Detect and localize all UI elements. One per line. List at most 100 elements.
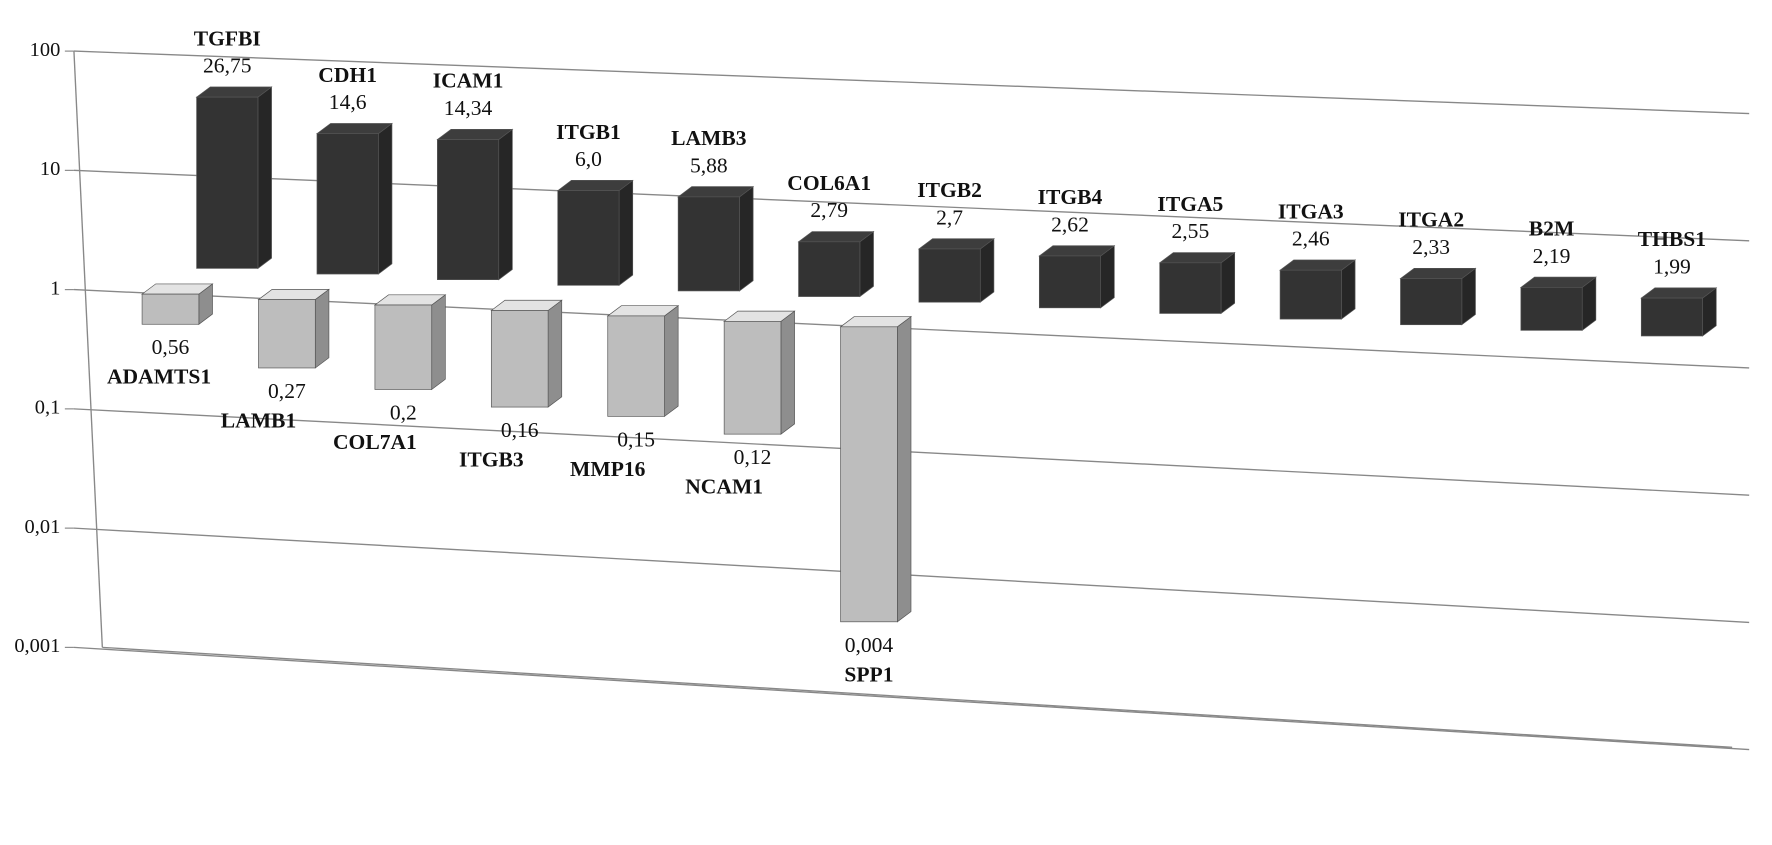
bar-top — [797, 231, 875, 243]
value-label: 14,34 — [444, 96, 493, 120]
bars: TGFBI 26,75 CDH1 14,6 ICAM1 14,34 ITGB1 6,0 LAMB… — [107, 26, 1718, 686]
bar — [607, 315, 665, 417]
bar — [490, 310, 549, 408]
bar-name: ITGB4 — [1038, 185, 1103, 209]
bar — [196, 96, 259, 269]
bar-side — [547, 299, 563, 408]
bar — [677, 196, 740, 292]
bar — [316, 133, 379, 275]
bar-top — [195, 86, 273, 98]
value-label: 2,62 — [1051, 212, 1089, 236]
bar-top — [677, 186, 755, 198]
bar-name: MMP16 — [570, 457, 646, 481]
value-label: 5,88 — [690, 153, 728, 177]
value-label: 0,27 — [268, 379, 306, 403]
bar-name: B2M — [1529, 217, 1575, 241]
y-axis — [73, 51, 104, 648]
bar-side — [618, 179, 634, 286]
value-label: 2,46 — [1292, 227, 1330, 251]
bar-top — [1038, 245, 1116, 257]
floor-edge — [102, 646, 1733, 749]
value-label: 26,75 — [203, 54, 252, 78]
bar-name: COL7A1 — [333, 430, 417, 454]
grid-line — [73, 646, 1750, 751]
y-tick-label: 100 — [30, 39, 61, 61]
bar-name: ITGA3 — [1278, 199, 1344, 223]
value-label: 0,15 — [617, 427, 655, 451]
bar-name: ITGA5 — [1157, 192, 1223, 216]
bar — [557, 190, 620, 286]
bar — [437, 139, 500, 280]
bar-side — [664, 305, 679, 418]
bar-top — [1640, 287, 1718, 299]
bar-side — [257, 86, 272, 270]
bar-name: NCAM1 — [685, 475, 763, 499]
y-tick-label: 1 — [50, 277, 60, 299]
grid-line — [73, 408, 1750, 496]
bar — [798, 241, 861, 297]
bar-top — [1158, 252, 1236, 264]
bar-side — [859, 230, 874, 298]
bar-side — [979, 238, 995, 303]
value-label: 0,2 — [390, 400, 417, 424]
bar-name: CDH1 — [318, 63, 377, 87]
value-label: 2,19 — [1533, 244, 1571, 268]
bar — [1038, 255, 1101, 309]
bar-name: LAMB1 — [221, 408, 296, 432]
value-label: 2,55 — [1172, 219, 1210, 243]
y-tick-label: 0,1 — [35, 397, 61, 419]
bar-top — [556, 180, 634, 191]
value-label: 2,79 — [810, 198, 848, 222]
bar — [723, 321, 782, 435]
bar-side — [377, 122, 393, 275]
bar-name: ITGA2 — [1398, 208, 1464, 232]
value-label: 14,6 — [329, 90, 367, 114]
bar-name: LAMB3 — [671, 126, 747, 150]
value-label: 1,99 — [1653, 254, 1691, 278]
bar-side — [780, 310, 795, 435]
bar — [840, 326, 898, 623]
bar-top — [1279, 259, 1357, 271]
bar — [374, 304, 433, 390]
bar-side — [1220, 251, 1236, 315]
y-tick-label: 10 — [40, 158, 60, 180]
bar — [258, 299, 316, 369]
value-label: 0,16 — [501, 418, 539, 442]
bar-top — [436, 129, 514, 140]
value-label: 0,56 — [152, 335, 190, 359]
value-label: 2,33 — [1412, 235, 1450, 259]
bar-top — [1399, 267, 1477, 279]
bar-top — [315, 123, 393, 135]
bar-name: SPP1 — [844, 662, 893, 686]
bar-name: TGFBI — [194, 26, 261, 50]
bar-name: ADAMTS1 — [107, 365, 211, 389]
bar-name: COL6A1 — [787, 171, 871, 195]
bar-name: ITGB1 — [556, 120, 621, 144]
value-label: 0,004 — [845, 633, 894, 657]
bar-name: THBS1 — [1638, 227, 1706, 251]
bar — [1520, 287, 1583, 331]
bar-side — [431, 294, 446, 391]
grid-line — [73, 527, 1750, 624]
bar — [1640, 297, 1703, 337]
bar-name: ITGB2 — [917, 178, 982, 202]
bar — [1279, 269, 1342, 320]
bar — [1159, 262, 1222, 314]
bar-name: ICAM1 — [433, 69, 504, 93]
bar-side — [498, 128, 513, 281]
bar-side — [739, 185, 754, 292]
value-label: 0,12 — [734, 445, 772, 469]
bar-top — [917, 238, 995, 250]
bar-name: ITGB3 — [459, 448, 524, 472]
y-tick-label: 0,01 — [25, 516, 61, 538]
bar-side — [1100, 245, 1115, 309]
bar — [1400, 278, 1463, 326]
value-label: 2,7 — [936, 205, 963, 229]
value-label: 6,0 — [575, 147, 602, 171]
bar — [141, 293, 200, 325]
bar — [918, 248, 981, 303]
bar-side — [897, 315, 912, 623]
bar-side — [314, 288, 330, 369]
y-tick-label: 0,001 — [14, 635, 60, 657]
